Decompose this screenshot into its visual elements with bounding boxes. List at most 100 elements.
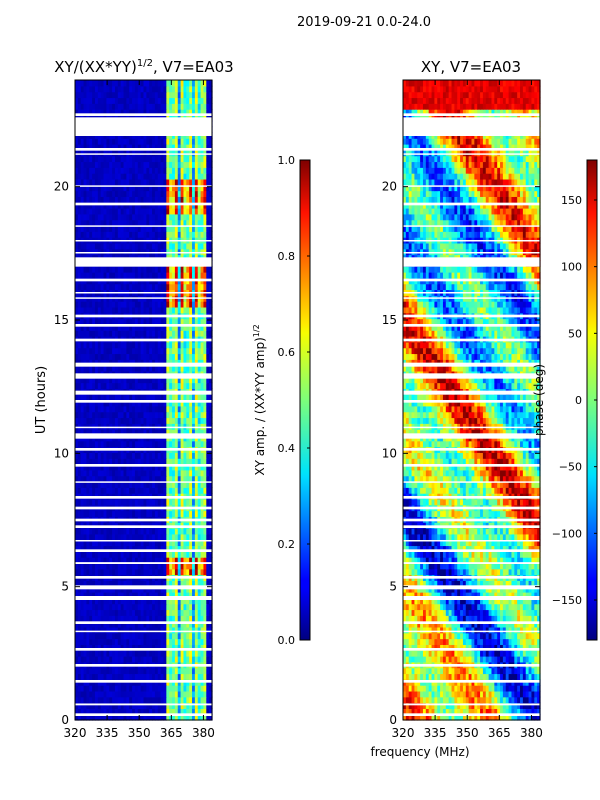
heatmap-cell [100, 184, 105, 192]
heatmap-cell [189, 650, 193, 657]
heatmap-cell [186, 341, 190, 349]
heatmap-cell [86, 557, 90, 564]
heatmap-cell [89, 562, 93, 570]
heatmap-cell [169, 586, 173, 593]
heatmap-cell [140, 405, 145, 413]
heatmap-cell [75, 423, 79, 430]
heatmap-cell [137, 702, 142, 709]
heatmap-cell [163, 638, 167, 645]
heatmap-cell [157, 411, 162, 419]
heatmap-cell [114, 359, 119, 366]
heatmap-cell [163, 458, 167, 465]
heatmap-cell [106, 545, 110, 552]
heatmap-cell [180, 475, 185, 483]
heatmap-cell [189, 248, 193, 256]
heatmap-cell [97, 603, 102, 611]
heatmap-cell [152, 475, 156, 483]
heatmap-cell [134, 452, 139, 459]
heatmap-cell [132, 481, 136, 488]
heatmap-cell [94, 452, 99, 459]
heatmap-cell [112, 650, 116, 657]
heatmap-cell [186, 452, 190, 459]
heatmap-cell [166, 202, 170, 209]
heatmap-cell [89, 173, 93, 180]
heatmap-cell [169, 417, 173, 424]
heatmap-cell [109, 184, 113, 192]
heatmap-cell [75, 347, 79, 355]
heatmap-cell [100, 190, 105, 197]
heatmap-cell [117, 702, 122, 709]
heatmap-cell [174, 231, 179, 238]
heatmap-cell [117, 690, 122, 698]
heatmap-cell [183, 603, 187, 611]
heatmap-cell [174, 714, 179, 721]
heatmap-cell [189, 632, 193, 640]
heatmap-cell [109, 481, 113, 488]
heatmap-cell [109, 557, 113, 564]
heatmap-cell [92, 440, 96, 448]
heatmap-cell [106, 202, 110, 209]
heatmap-cell [123, 464, 127, 471]
heatmap-cell [169, 394, 173, 401]
heatmap-cell [197, 411, 202, 419]
heatmap-cell [103, 196, 107, 203]
heatmap-cell [192, 696, 196, 704]
heatmap-cell [94, 318, 99, 325]
heatmap-cell [137, 405, 142, 413]
heatmap-cell [100, 458, 105, 465]
heatmap-cell [120, 144, 125, 151]
heatmap-cell [157, 138, 162, 145]
heatmap-cell [177, 539, 182, 547]
heatmap-cell [194, 248, 199, 256]
heatmap-cell [129, 714, 133, 721]
heatmap-cell [94, 626, 99, 634]
heatmap-cell [183, 475, 187, 483]
heatmap-cell [154, 411, 159, 419]
heatmap-cell [97, 196, 102, 203]
heatmap-cell [143, 557, 147, 564]
heatmap-cell [134, 306, 139, 314]
heatmap-cell [117, 429, 122, 436]
heatmap-cell [117, 626, 122, 634]
heatmap-cell [75, 469, 79, 477]
heatmap-cell [117, 318, 122, 325]
heatmap-cell [166, 411, 170, 419]
heatmap-cell [103, 161, 107, 168]
heatmap-cell [194, 469, 199, 477]
heatmap-cell [174, 382, 179, 389]
heatmap-cell [192, 196, 196, 203]
heatmap-cell [94, 656, 99, 663]
heatmap-cell [134, 667, 139, 675]
heatmap-cell [169, 144, 173, 151]
heatmap-cell [129, 621, 133, 628]
heatmap-cell [189, 225, 193, 232]
heatmap-cell [194, 394, 199, 401]
heatmap-cell [80, 586, 85, 593]
heatmap-cell [75, 498, 79, 506]
heatmap-cell [77, 638, 82, 645]
heatmap-cell [149, 562, 153, 570]
heatmap-cell [146, 458, 150, 465]
heatmap-cell [152, 568, 156, 576]
heatmap-cell [177, 615, 182, 622]
heatmap-cell [103, 272, 107, 279]
heatmap-cell [80, 615, 85, 622]
heatmap-cell [140, 702, 145, 709]
heatmap-cell [169, 196, 173, 203]
heatmap-cell [149, 167, 153, 174]
heatmap-cell [129, 592, 133, 599]
heatmap-cell [103, 626, 107, 634]
heatmap-cell [189, 429, 193, 436]
heatmap-cell [134, 341, 139, 349]
heatmap-cell [143, 324, 147, 331]
heatmap-cell [183, 690, 187, 698]
heatmap-cell [80, 696, 85, 704]
heatmap-cell [177, 405, 182, 413]
heatmap-cell [160, 155, 165, 163]
heatmap-cell [109, 178, 113, 186]
heatmap-cell [129, 638, 133, 645]
heatmap-cell [183, 539, 187, 547]
heatmap-cell [94, 184, 99, 192]
heatmap-cell [157, 184, 162, 192]
heatmap-cell [152, 365, 156, 372]
